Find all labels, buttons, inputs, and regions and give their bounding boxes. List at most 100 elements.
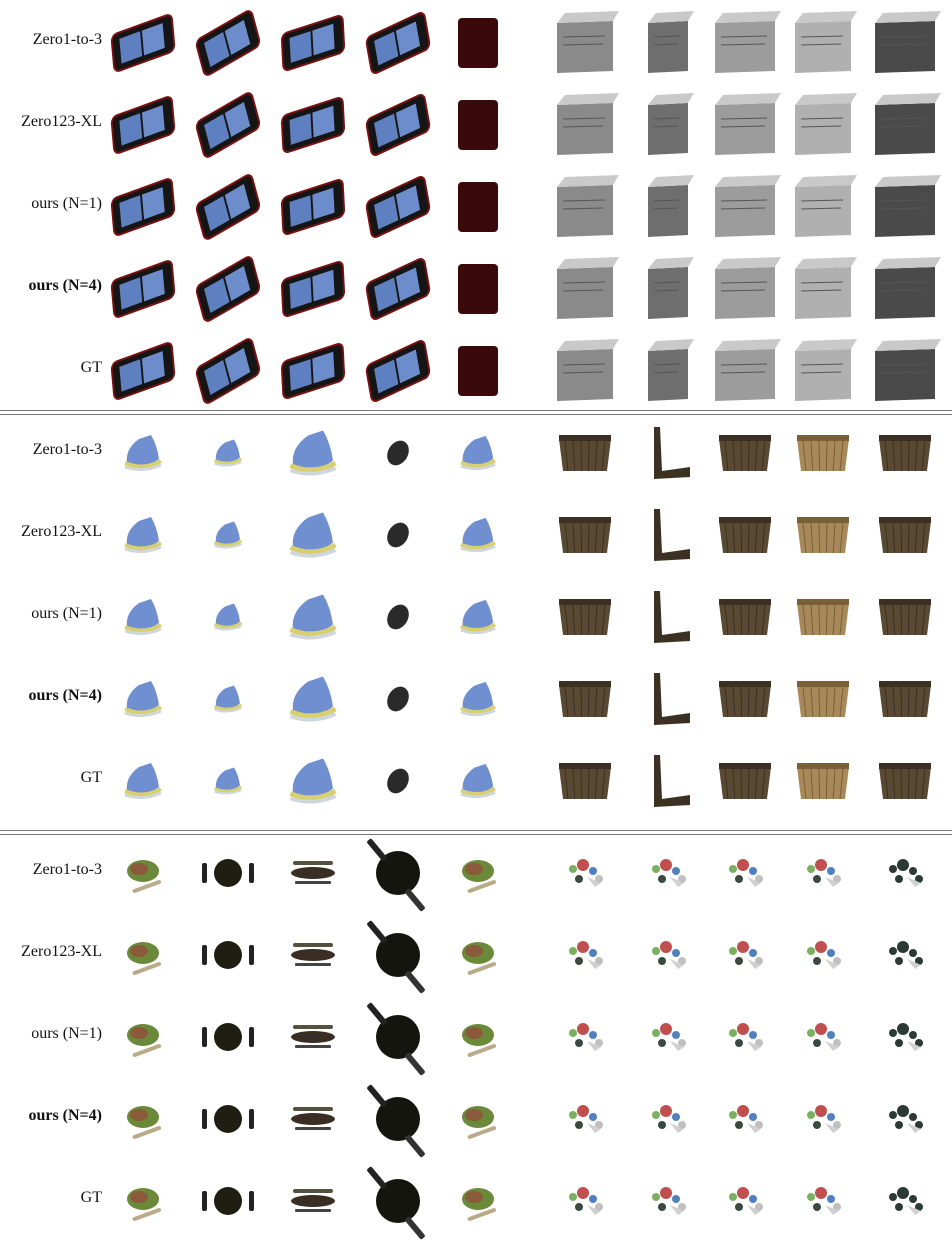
basket-render <box>719 435 771 472</box>
sneaker-render <box>289 430 337 476</box>
sneaker-render <box>213 685 243 713</box>
box-render <box>648 11 694 73</box>
basket-render <box>654 755 690 807</box>
sneaker-render <box>124 763 162 800</box>
method-row: ours (N=4) <box>0 246 952 328</box>
method-label: GT <box>80 1189 102 1206</box>
basket-render <box>879 681 931 718</box>
food-plate-render <box>202 1105 254 1133</box>
basket-render <box>879 763 931 800</box>
tablet-render <box>195 256 261 322</box>
sneaker-render <box>387 522 409 548</box>
food-plate-render <box>291 1025 335 1048</box>
box-render <box>795 257 857 319</box>
sneaker-render <box>289 512 337 558</box>
box-render <box>795 175 857 237</box>
method-label: ours (N=4) <box>28 1107 102 1124</box>
basket-render <box>879 599 931 636</box>
method-label: ours (N=4) <box>28 277 102 294</box>
box-render <box>795 93 857 155</box>
tablet-render <box>195 10 261 76</box>
toy-set-render <box>729 1105 763 1133</box>
sneaker-render <box>460 599 497 635</box>
method-label: ours (N=1) <box>31 195 102 212</box>
render-strip <box>127 1002 923 1076</box>
basket-render <box>797 763 849 800</box>
group-separator <box>0 830 952 835</box>
toy-set-render <box>807 941 841 969</box>
tablet-render <box>280 179 346 235</box>
tablet-render <box>365 258 431 320</box>
render-strip <box>127 838 923 912</box>
method-row: GT <box>0 738 952 820</box>
toy-set-render <box>652 1187 686 1215</box>
toy-set-render <box>652 1105 686 1133</box>
food-plate-render <box>462 942 497 975</box>
method-row: GT <box>0 328 952 410</box>
box-render <box>795 339 857 401</box>
box-render <box>715 339 781 401</box>
food-plate-render <box>367 1002 425 1076</box>
food-plate-render <box>127 1106 162 1139</box>
basket-render <box>654 427 690 479</box>
food-plate-render <box>367 920 425 994</box>
food-plate-render <box>127 1024 162 1057</box>
method-row: Zero1-to-3 <box>0 0 952 82</box>
food-plate-render <box>291 1189 335 1212</box>
tablet-render <box>110 260 176 318</box>
basket-render <box>879 517 931 554</box>
method-row: Zero123-XL <box>0 82 952 164</box>
tablet-render <box>110 14 176 72</box>
toy-set-render <box>569 1105 603 1133</box>
basket-render <box>797 517 849 554</box>
food-plate-render <box>202 1023 254 1051</box>
sneaker-render <box>289 758 337 804</box>
toy-set-render <box>889 1187 923 1215</box>
food-plate-render <box>202 941 254 969</box>
sneaker-render <box>460 517 497 553</box>
toy-set-render <box>807 1023 841 1051</box>
food-plate-render <box>291 1107 335 1130</box>
food-plate-render <box>202 1187 254 1215</box>
sneaker-render <box>387 768 409 794</box>
method-row: ours (N=1) <box>0 164 952 246</box>
method-label: GT <box>80 769 102 786</box>
group-separator <box>0 410 952 415</box>
method-label: Zero123-XL <box>21 113 102 130</box>
toy-set-render <box>889 859 923 887</box>
toy-set-render <box>807 859 841 887</box>
tablet-render <box>365 176 431 238</box>
box-render <box>557 93 619 155</box>
basket-render <box>797 435 849 472</box>
method-row: GT <box>0 1158 952 1240</box>
toy-set-render <box>889 941 923 969</box>
render-strip <box>127 1166 923 1240</box>
box-render <box>557 339 619 401</box>
render-strip <box>110 10 941 76</box>
tablet-render <box>280 261 346 317</box>
toy-set-render <box>569 1023 603 1051</box>
method-label: Zero1-to-3 <box>32 31 102 48</box>
sneaker-render <box>213 439 243 467</box>
sneaker-render <box>387 686 409 712</box>
tablet-render <box>458 18 498 68</box>
sneaker-render <box>213 521 243 549</box>
tablet-render <box>280 343 346 399</box>
basket-render <box>879 435 931 472</box>
tablet-render <box>280 15 346 71</box>
basket-render <box>719 517 771 554</box>
basket-render <box>719 763 771 800</box>
sneaker-render <box>387 604 409 630</box>
box-render <box>715 257 781 319</box>
food-plate-render <box>367 1084 425 1158</box>
box-render <box>557 11 619 73</box>
toy-set-render <box>889 1023 923 1051</box>
sneaker-render <box>289 594 337 640</box>
food-plate-render <box>462 1106 497 1139</box>
basket-render <box>559 435 611 472</box>
food-plate-render <box>291 943 335 966</box>
sneaker-render <box>460 763 497 799</box>
food-plate-render <box>367 838 425 912</box>
tablet-render <box>110 96 176 154</box>
method-row: Zero1-to-3 <box>0 830 952 912</box>
